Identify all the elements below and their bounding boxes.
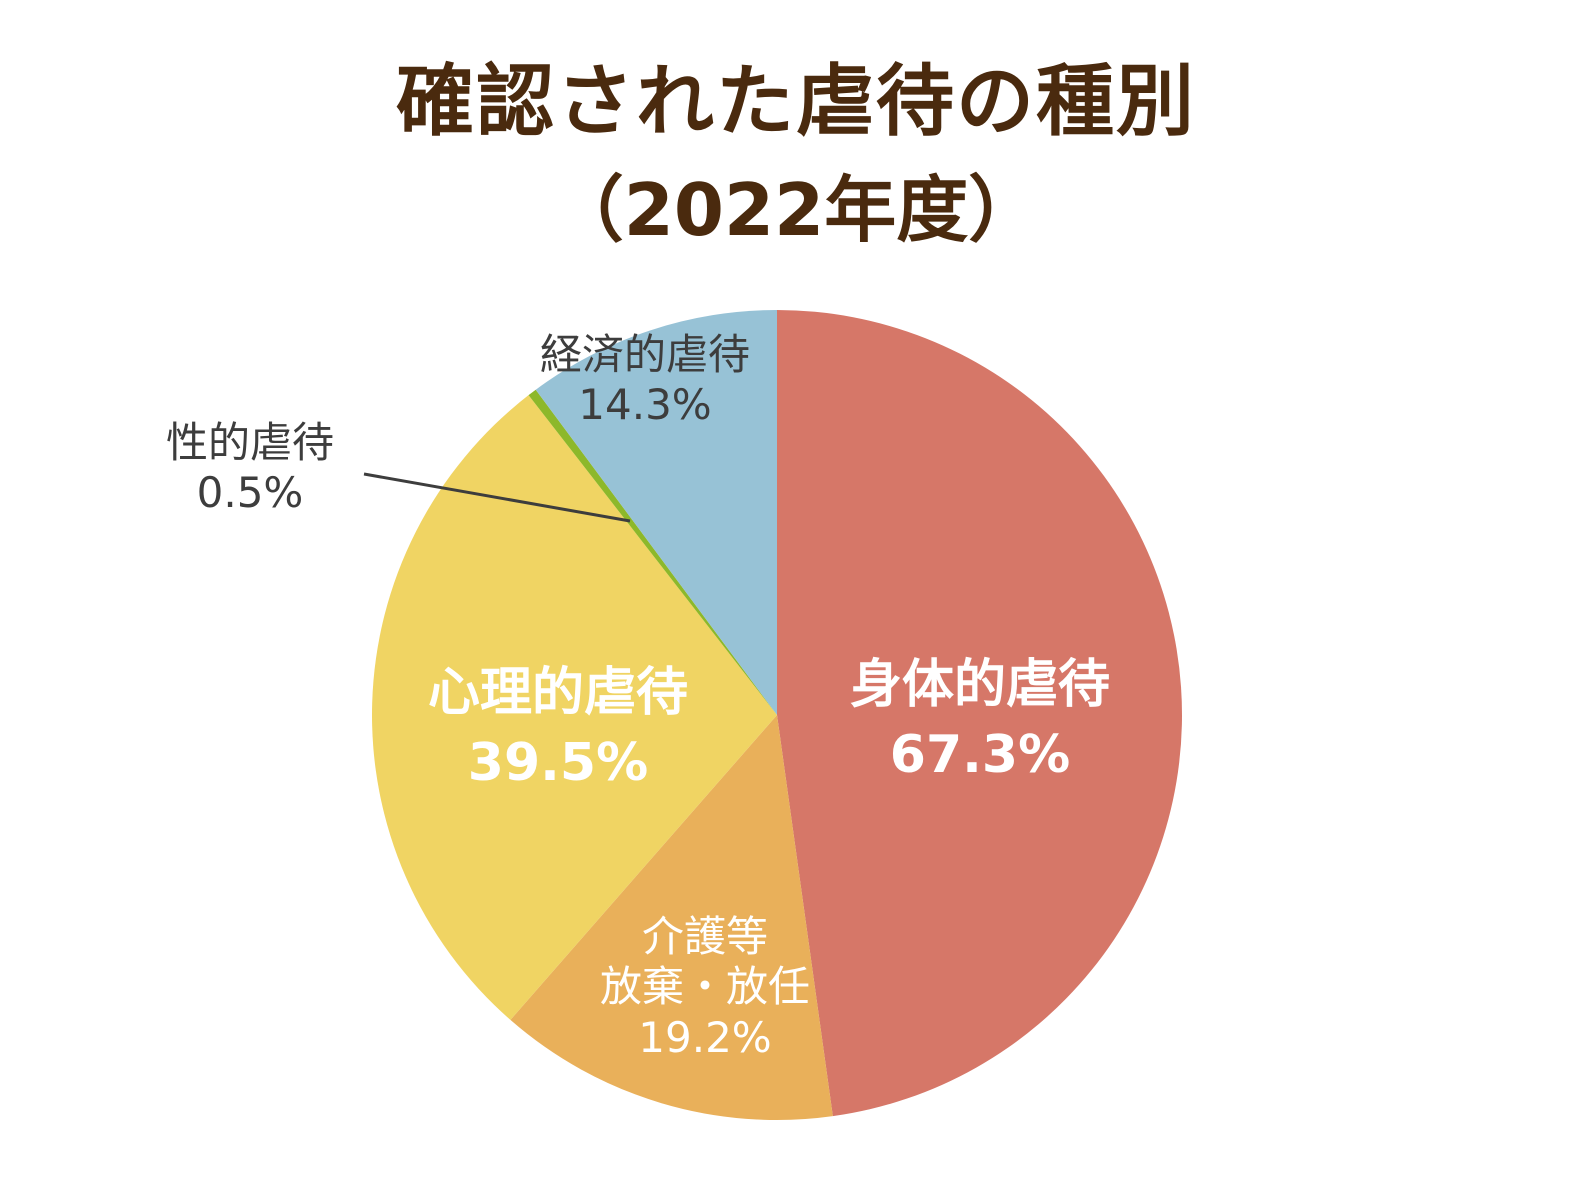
label-physical-abuse-name: 身体的虐待 [849,655,1110,715]
label-neglect-value: 19.2% [638,1012,772,1062]
slice-sexual-abuse [528,389,777,715]
pie-slices [371,310,1182,1120]
label-sexual-abuse: 性的虐待 0.5% [130,418,370,519]
label-psychological-abuse: 心理的虐待 39.5% [398,658,718,798]
label-physical-abuse-value: 67.3% [889,725,1071,786]
chart-title: 確認された虐待の種別 [395,57,1196,147]
label-psychological-abuse-value: 39.5% [467,733,649,794]
chart-subtitle-year: （2022年度） [551,168,1041,252]
leader-line-sexual-abuse [363,472,631,523]
label-physical-abuse: 身体的虐待 67.3% [820,650,1140,790]
slice-physical-abuse [777,310,1182,1117]
slice-economic-abuse [535,310,777,715]
label-neglect-name-line1: 介護等 [641,912,768,961]
label-psychological-abuse-name: 心理的虐待 [427,663,688,723]
label-neglect: 介護等 放棄・放任 19.2% [570,912,840,1063]
label-sexual-abuse-value: 0.5% [196,468,304,518]
label-neglect-name-line2: 放棄・放任 [599,962,810,1012]
slice-psychological-abuse [371,395,777,1020]
label-economic-abuse-value: 14.3% [578,380,712,430]
label-economic-abuse-name: 経済的虐待 [539,330,750,379]
label-sexual-abuse-name: 性的虐待 [165,418,334,467]
slice-neglect [510,715,833,1120]
label-economic-abuse: 経済的虐待 14.3% [500,330,790,431]
